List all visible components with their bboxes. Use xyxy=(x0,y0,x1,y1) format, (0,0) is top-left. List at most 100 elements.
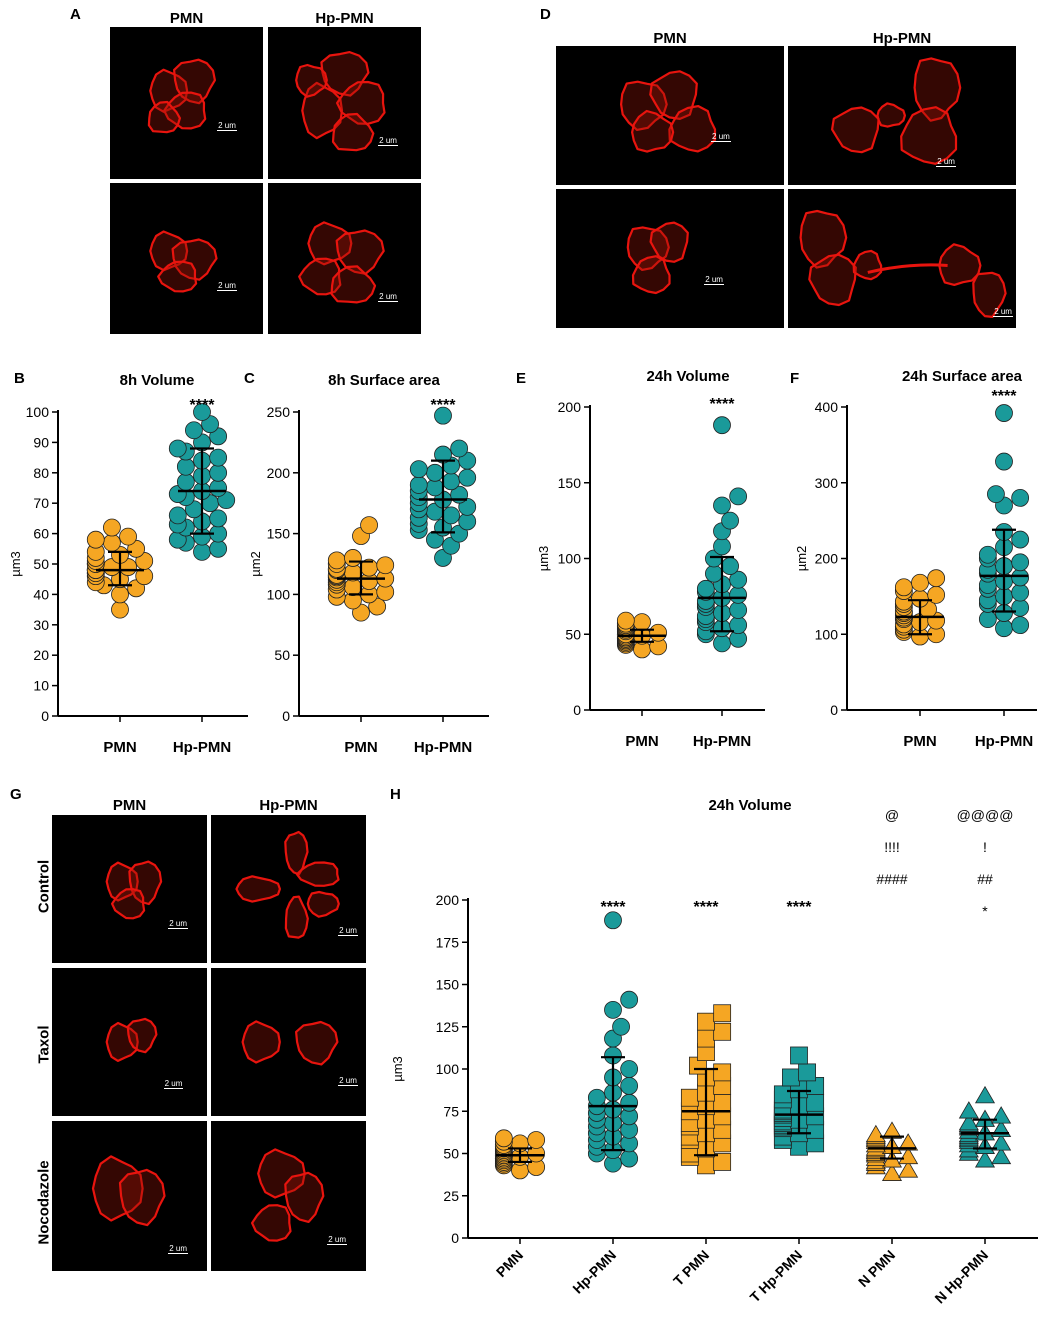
y-tick-label: 70 xyxy=(33,495,49,511)
data-point-pmn xyxy=(494,1129,513,1148)
cell-lobe xyxy=(251,1204,292,1242)
panel-letter-a: A xyxy=(70,6,81,23)
series-n-hp-pmn xyxy=(958,1085,1012,1168)
micrograph-a-hp-1-cell xyxy=(295,51,386,152)
y-tick-label: 200 xyxy=(436,892,460,908)
y-tick-label: 300 xyxy=(815,475,839,491)
significance-hp-pmn: **** xyxy=(992,388,1018,405)
data-point-hp-pmn xyxy=(1011,616,1030,635)
cell-lobe xyxy=(295,63,328,98)
cell-lobe xyxy=(335,229,385,275)
scale-bar: 2 um xyxy=(936,157,956,168)
y-tick-label: 10 xyxy=(33,678,49,694)
data-point-hp-pmn xyxy=(409,460,428,479)
scale-bar: 2 um xyxy=(327,1235,348,1245)
micrograph-g-nocodazole-pmn: 2 um xyxy=(52,1121,207,1271)
data-point-pmn xyxy=(911,573,929,592)
data-point-n-pmn xyxy=(865,1124,886,1143)
micrograph-g-taxol-hp: 2 um xyxy=(211,968,366,1116)
cell-lobe xyxy=(320,51,370,97)
data-point-t-pmn xyxy=(713,1153,732,1171)
data-point-hp-pmn xyxy=(978,610,997,629)
y-tick-label: 50 xyxy=(565,626,581,642)
data-point-pmn xyxy=(111,585,129,604)
y-tick-label: 90 xyxy=(33,434,49,450)
chart-title: 24h Surface area xyxy=(902,368,1023,385)
scale-bar: 2 um xyxy=(217,121,237,132)
cell-lobe xyxy=(831,106,880,154)
y-tick-label: 250 xyxy=(267,404,291,420)
data-point-hp-pmn xyxy=(458,468,477,487)
data-point-hp-pmn xyxy=(620,990,639,1009)
micrograph-a-pmn-2: 2 um xyxy=(110,183,263,334)
cell-lobe xyxy=(295,1020,339,1066)
data-point-n-hp-pmn xyxy=(958,1101,979,1119)
data-point-hp-pmn xyxy=(209,479,228,497)
data-point-hp-pmn xyxy=(1011,598,1030,617)
panel-letter-g: G xyxy=(10,786,22,803)
data-point-n-pmn xyxy=(898,1133,919,1151)
y-tick-label: 125 xyxy=(436,1019,460,1035)
significance-hp-pmn: **** xyxy=(710,396,736,413)
data-point-n-hp-pmn xyxy=(958,1112,979,1131)
x-tick-label-t-pmn: T PMN xyxy=(670,1247,712,1289)
y-tick-label: 0 xyxy=(41,708,49,724)
cell-lobe xyxy=(649,70,698,120)
data-point-t-hp-pmn xyxy=(806,1093,825,1112)
y-tick-label: 150 xyxy=(267,526,291,542)
y-axis-label: µm2 xyxy=(794,546,809,572)
data-point-hp-pmn xyxy=(978,545,997,564)
y-axis-label: µm2 xyxy=(248,551,263,577)
cell-bridge xyxy=(867,263,948,274)
micrograph-g-control-pmn: 2 um xyxy=(52,815,207,963)
scale-bar: 2 um xyxy=(338,926,358,936)
cell-lobe xyxy=(118,1168,166,1227)
data-point-hp-pmn xyxy=(620,1060,639,1078)
cell-lobe xyxy=(330,265,377,304)
data-point-hp-pmn xyxy=(713,416,731,435)
panel-a-col-label-pmn: PMN xyxy=(169,10,204,27)
panel-letter-e: E xyxy=(516,370,527,387)
x-tick-label-pmn: PMN xyxy=(493,1247,526,1280)
scale-bar: 2 um xyxy=(217,281,237,292)
data-point-hp-pmn xyxy=(604,911,622,930)
data-point-pmn xyxy=(376,556,395,575)
cell-lobe xyxy=(900,106,958,165)
x-tick-label-hp-pmn: Hp-PMN xyxy=(173,739,231,756)
y-tick-label: 400 xyxy=(815,399,839,415)
data-point-hp-pmn xyxy=(620,1076,639,1095)
micrograph-d-hp-1-cell xyxy=(831,57,962,165)
y-tick-label: 30 xyxy=(33,617,49,633)
data-point-pmn xyxy=(527,1131,546,1149)
y-tick-label: 100 xyxy=(815,626,839,642)
y-tick-label: 80 xyxy=(33,465,49,481)
cell-lobe xyxy=(799,209,848,269)
y-tick-label: 150 xyxy=(436,977,460,993)
data-point-hp-pmn xyxy=(721,557,739,575)
data-point-hp-pmn xyxy=(209,539,228,558)
data-point-hp-pmn xyxy=(713,537,731,556)
panel-g-row-label-control: Control xyxy=(35,859,53,914)
y-tick-label: 40 xyxy=(33,586,49,602)
data-point-hp-pmn xyxy=(1011,488,1030,507)
data-point-hp-pmn xyxy=(168,439,187,458)
y-tick-label: 200 xyxy=(815,551,839,567)
cell-lobe xyxy=(336,80,386,125)
data-point-hp-pmn xyxy=(987,485,1005,504)
micrograph-a-hp-1: 2 um xyxy=(268,27,421,179)
data-point-hp-pmn xyxy=(434,406,452,425)
data-point-hp-pmn xyxy=(620,1093,639,1112)
cell-lobe xyxy=(111,888,146,920)
data-point-hp-pmn xyxy=(442,506,460,525)
y-tick-label: 175 xyxy=(436,934,460,950)
micrograph-g-taxol-hp-cell xyxy=(241,1020,339,1066)
data-point-pmn xyxy=(86,530,105,549)
data-point-t-pmn xyxy=(680,1088,699,1107)
data-point-hp-pmn xyxy=(442,472,460,491)
data-point-pmn xyxy=(344,549,362,567)
data-point-hp-pmn xyxy=(426,463,444,482)
data-point-hp-pmn xyxy=(620,1149,639,1168)
y-tick-label: 150 xyxy=(558,475,582,491)
data-point-hp-pmn xyxy=(409,476,428,494)
significance-hp-pmn: **** xyxy=(190,397,216,414)
